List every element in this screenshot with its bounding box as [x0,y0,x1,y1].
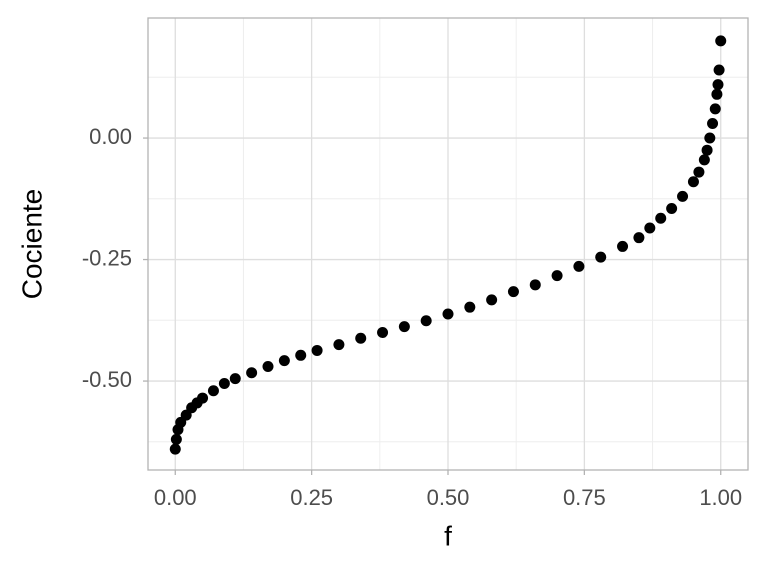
x-tick-label: 0.25 [290,485,333,510]
point [218,377,230,389]
point [712,79,724,91]
point [711,88,723,100]
point [169,443,181,455]
x-tick-label: 1.00 [699,485,742,510]
point [617,240,629,252]
panel-border [147,17,749,471]
y-tick-label: -0.25 [82,245,132,270]
point [698,154,710,166]
y-axis-label: Cociente [16,189,47,300]
point [197,392,209,404]
y-tick-label: -0.50 [82,367,132,392]
point [464,301,476,313]
x-tick-label: 0.75 [563,485,606,510]
point [311,344,323,356]
point [633,232,645,244]
x-tick-label: 0.00 [154,485,197,510]
point [687,176,699,188]
point [442,308,454,320]
point [333,339,345,351]
point [355,332,367,344]
x-axis-label: f [444,520,452,551]
point [573,260,585,272]
point [207,385,219,397]
point [715,35,727,47]
point [529,279,541,291]
point [170,433,182,445]
point [595,251,607,263]
point [246,367,258,379]
x-tick-label: 0.50 [427,485,470,510]
y-tick-label: 0.00 [89,124,132,149]
point [398,321,410,333]
point [666,203,678,215]
point [507,286,519,298]
point [486,294,498,306]
point [701,144,713,156]
point [693,166,705,178]
point [420,315,432,327]
point [713,64,725,76]
point [709,103,721,115]
point [704,132,716,144]
point [295,349,307,361]
point [278,355,290,367]
point [262,360,274,372]
point [551,270,563,282]
point [644,222,656,234]
point [707,117,719,129]
point [677,190,689,202]
point [229,373,241,385]
point [655,212,667,224]
point [377,326,389,338]
